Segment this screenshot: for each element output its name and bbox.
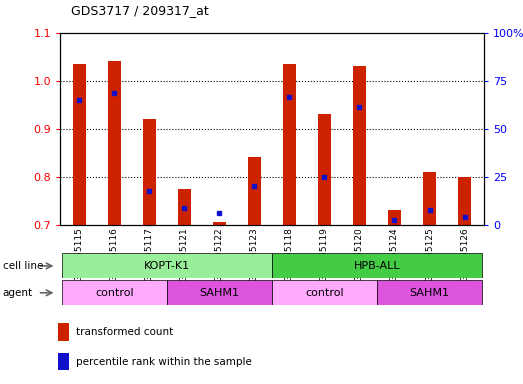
Bar bbox=[59, 353, 69, 370]
Bar bbox=[424, 172, 436, 225]
Text: SAHM1: SAHM1 bbox=[410, 288, 449, 298]
Bar bbox=[178, 189, 190, 225]
Text: agent: agent bbox=[3, 288, 33, 298]
Bar bbox=[272, 280, 377, 305]
Bar bbox=[167, 280, 272, 305]
Text: percentile rank within the sample: percentile rank within the sample bbox=[76, 357, 252, 367]
Text: control: control bbox=[95, 288, 134, 298]
Text: KOPT-K1: KOPT-K1 bbox=[144, 261, 190, 271]
Bar bbox=[108, 61, 120, 225]
Text: cell line: cell line bbox=[3, 261, 43, 271]
Bar bbox=[62, 253, 272, 278]
Bar bbox=[59, 323, 69, 341]
Text: GDS3717 / 209317_at: GDS3717 / 209317_at bbox=[71, 4, 208, 17]
Bar bbox=[248, 157, 260, 225]
Bar bbox=[354, 66, 366, 225]
Bar bbox=[73, 64, 86, 225]
Text: HPB-ALL: HPB-ALL bbox=[354, 261, 400, 271]
Bar bbox=[389, 210, 401, 225]
Text: SAHM1: SAHM1 bbox=[199, 288, 240, 298]
Bar bbox=[62, 280, 167, 305]
Bar bbox=[213, 222, 225, 225]
Bar bbox=[143, 119, 155, 225]
Bar bbox=[319, 114, 331, 225]
Bar bbox=[283, 64, 295, 225]
Text: transformed count: transformed count bbox=[76, 327, 173, 337]
Text: control: control bbox=[305, 288, 344, 298]
Bar bbox=[458, 177, 471, 225]
Bar bbox=[272, 253, 482, 278]
Bar bbox=[377, 280, 482, 305]
